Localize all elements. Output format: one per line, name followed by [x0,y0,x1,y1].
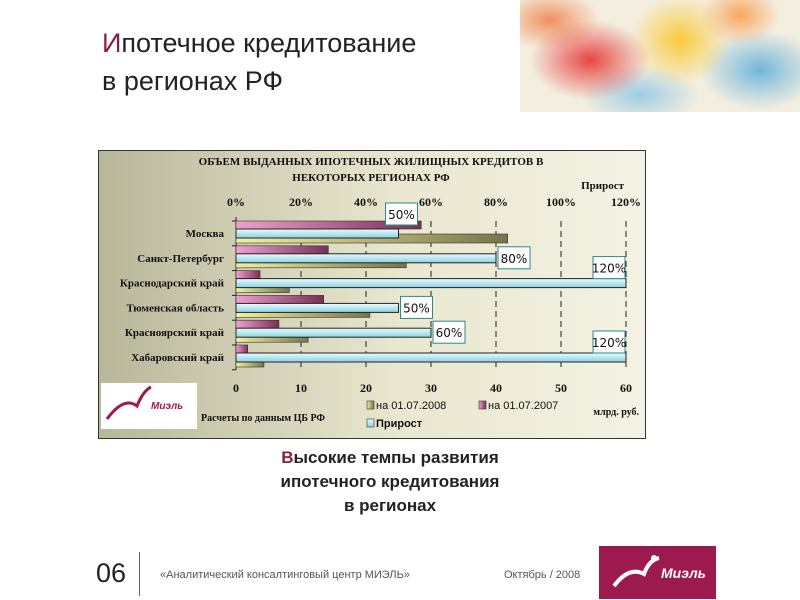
subtitle-line3: в регионах [343,496,437,515]
data-label: 120% [592,262,626,276]
slide-title: Ипотечное кредитование в регионах РФ [102,24,416,100]
bottom-tick-label: 50 [555,381,567,395]
data-label: 50% [388,208,415,222]
legend-item: на 01.07.2008 [376,400,446,412]
bottom-tick-label: 40 [490,381,502,395]
title-initial: И [102,28,122,58]
bottom-tick-label: 30 [425,381,437,395]
chart-logo [101,383,197,429]
category-label: Красноярский край [125,327,225,339]
bottom-tick-label: 20 [360,381,372,395]
bar-growth [235,302,399,313]
top-tick-label: 20% [289,195,313,209]
bottom-tick-label: 60 [620,381,632,395]
data-label: 50% [403,301,430,315]
category-label: Тюменская область [126,302,224,314]
chart-title-line2: НЕКОТОРЫХ РЕГИОНАХ РФ [292,172,450,184]
bar-2007 [235,270,261,279]
data-label-box [432,320,466,344]
footer-company: «Аналитический консалтинговый центр МИЭЛ… [160,569,410,581]
subtitle-line1: ысокие темпы развития [293,448,499,467]
chart-title-line1: ОБЪЕМ ВЫДАННЫХ ИПОТЕЧНЫХ ЖИЛИЩНЫХ КРЕДИТ… [199,156,544,168]
category-label: Хабаровский край [131,352,224,364]
bar-2007 [235,344,248,354]
chart: ОБЪЕМ ВЫДАННЫХ ИПОТЕЧНЫХ ЖИЛИЩНЫХ КРЕДИТ… [98,150,646,439]
subtitle-initial: В [281,448,294,467]
bar-growth [235,253,497,264]
category-label: Санкт-Петербург [137,253,224,265]
data-label-box [592,330,626,354]
watercolor-image [520,0,800,112]
chart-logo-text: Миэль [151,401,183,412]
title-line2: в регионах РФ [102,66,283,96]
legend-item: на 01.07.2007 [488,400,558,412]
logo-mark-icon: Миэль [612,555,706,588]
bar-growth [235,327,432,338]
data-label: 120% [592,336,626,350]
chart-svg: ОБЪЕМ ВЫДАННЫХ ИПОТЕЧНЫХ ЖИЛИЩНЫХ КРЕДИТ… [101,156,641,430]
top-tick-label: 120% [611,195,641,209]
data-label: 60% [436,326,463,340]
data-label-box [385,202,418,226]
bottom-tick-label: 0 [233,381,239,395]
footer-date: Октябрь / 2008 [504,569,581,581]
legend-swatch [366,418,375,428]
top-tick-label: 80% [484,195,508,209]
category-label: Москва [186,228,225,240]
subtitle-line2: ипотечного кредитования [280,472,500,491]
bar-growth [235,352,627,363]
data-label: 80% [501,252,528,266]
top-axis-label: Прирост [581,180,625,192]
divider [139,552,140,596]
title-line1: потечное кредитование [121,28,417,58]
source-note: Расчеты по данным ЦБ РФ [201,413,325,424]
category-label: Краснодарский край [120,278,225,290]
bar-2007 [235,295,325,304]
data-label-box [497,246,531,270]
chart-logo-mark-icon [105,385,152,420]
legend-swatch [478,400,487,410]
slide-number: 06 [96,558,127,588]
slide-subtitle: Высокие темпы развития ипотечного кредит… [240,446,540,518]
data-label-box [592,256,626,280]
data-label-box [400,295,433,319]
bottom-axis-label: млрд. руб. [593,407,639,418]
bar-2007 [235,319,280,329]
top-tick-label: 40% [354,195,378,209]
bar-growth [235,228,399,239]
top-tick-label: 60% [419,195,443,209]
bottom-tick-label: 10 [295,381,307,395]
top-tick-label: 0% [227,195,245,209]
legend-item: Прирост [376,418,423,430]
bar-2007 [235,245,329,255]
top-tick-label: 100% [546,195,576,209]
bar-growth [235,278,627,289]
company-logo: Миэль [599,546,716,599]
logo-text: Миэль [661,565,706,581]
legend-swatch [366,400,375,410]
